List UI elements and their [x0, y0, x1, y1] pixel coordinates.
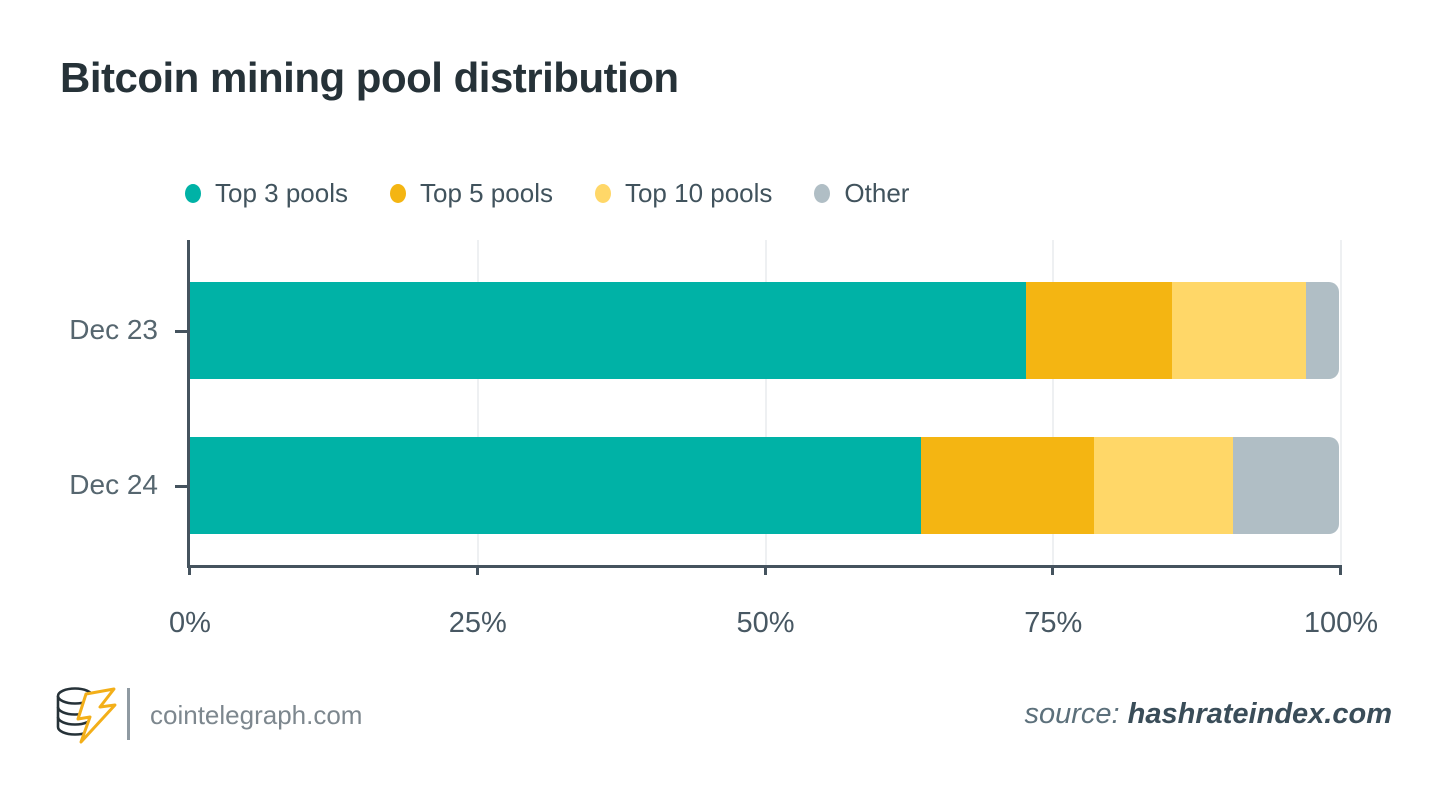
- x-axis-tick-label: 0%: [169, 607, 211, 639]
- gridline-25: [476, 240, 479, 565]
- legend-item-top-5-pools[interactable]: Top 5 pools: [389, 178, 553, 209]
- bar-segment-dec-23-top-10-pools[interactable]: [1171, 282, 1307, 379]
- chart-title: Bitcoin mining pool distribution: [60, 54, 679, 101]
- y-axis-label-dec-23: Dec 23: [69, 313, 158, 345]
- legend-label: Other: [844, 178, 910, 208]
- footer-divider: [127, 688, 130, 740]
- bar-segment-dec-24-other[interactable]: [1232, 437, 1339, 534]
- x-axis-tick-label: 100%: [1303, 607, 1379, 639]
- x-axis-tick: [1051, 565, 1055, 575]
- source-attribution: source: hashrateindex.com: [1025, 698, 1393, 731]
- legend-marker-icon: [594, 184, 611, 203]
- y-axis-tick: [175, 484, 190, 488]
- y-axis-label-dec-24: Dec 24: [69, 468, 158, 500]
- x-axis-tick-label: 75%: [1024, 607, 1083, 639]
- source-value: hashrateindex.com: [1127, 698, 1392, 730]
- bar-segment-dec-23-top-5-pools[interactable]: [1025, 282, 1172, 379]
- bar-segment-dec-23-top-3-pools[interactable]: [190, 282, 1026, 379]
- x-axis-tick: [763, 565, 767, 575]
- y-axis-tick: [175, 329, 190, 333]
- bar-segment-dec-24-top-3-pools[interactable]: [190, 437, 921, 534]
- plot-area: 0% 25% 50% 75% 100%: [169, 240, 1378, 639]
- legend-marker-icon: [389, 184, 406, 203]
- gridline-100: [1340, 240, 1342, 565]
- legend-label: Top 10 pools: [624, 178, 773, 208]
- cointelegraph-logo-icon: [56, 687, 117, 744]
- legend: Top 3 pools Top 5 pools Top 10 pools Other: [185, 178, 909, 209]
- source-label: source:: [1024, 698, 1128, 730]
- legend-item-top-3-pools[interactable]: Top 3 pools: [185, 178, 348, 209]
- bar-row-dec-24: [190, 437, 1341, 534]
- legend-item-other[interactable]: Other: [814, 178, 909, 209]
- gridline-75: [1052, 240, 1055, 565]
- bar-segment-dec-24-top-10-pools[interactable]: [1093, 437, 1233, 534]
- bar-segment-dec-24-top-5-pools[interactable]: [920, 437, 1094, 534]
- legend-label: Top 5 pools: [419, 178, 553, 208]
- legend-label: Top 3 pools: [215, 178, 348, 208]
- x-axis-tick: [1339, 565, 1342, 575]
- legend-marker-icon: [814, 184, 831, 203]
- x-axis-tick-label: 50%: [736, 607, 795, 639]
- legend-item-top-10-pools[interactable]: Top 10 pools: [594, 178, 773, 209]
- lightning-bolt-icon: [76, 687, 117, 744]
- bar-segment-dec-23-other[interactable]: [1306, 282, 1339, 379]
- x-axis-tick: [188, 565, 191, 575]
- legend-marker-icon: [185, 184, 201, 203]
- bar-row-dec-23: [190, 282, 1341, 379]
- x-axis-tick-label: 25%: [448, 607, 507, 639]
- brand-domain: cointelegraph.com: [150, 700, 363, 730]
- gridline-50: [764, 240, 767, 565]
- x-axis-tick: [475, 565, 479, 575]
